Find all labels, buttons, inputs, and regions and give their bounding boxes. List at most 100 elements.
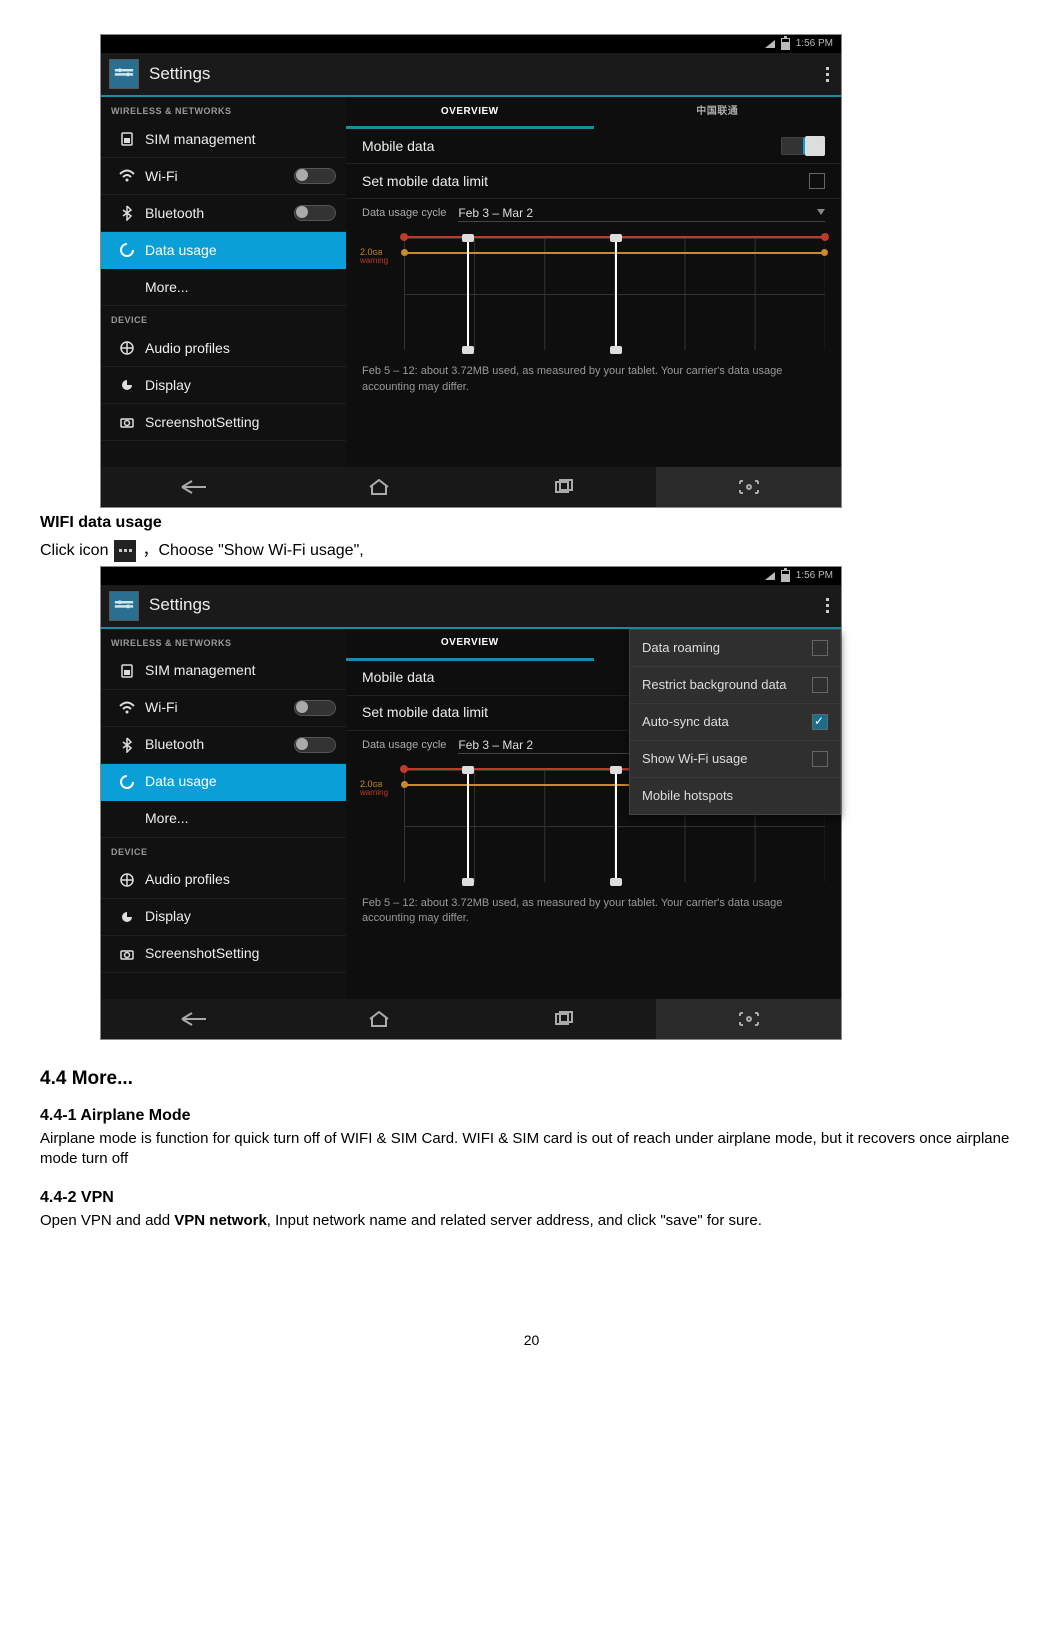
menu-auto-sync[interactable]: Auto-sync data — [630, 704, 840, 741]
bluetooth-toggle[interactable] — [294, 737, 336, 753]
settings-sidebar: WIRELESS & NETWORKS SIM management Wi-Fi… — [101, 629, 346, 999]
app-header: Settings — [101, 53, 841, 97]
para-vpn: Open VPN and add VPN network, Input netw… — [40, 1211, 1023, 1231]
sim-icon — [115, 131, 139, 147]
data-usage-icon — [115, 774, 139, 790]
overflow-menu-icon[interactable] — [822, 592, 833, 619]
sidebar-item-bluetooth[interactable]: Bluetooth — [101, 195, 346, 232]
screenshot-data-usage: 1:56 PM Settings WIRELESS & NETWORKS SIM… — [100, 34, 842, 508]
page-number: 20 — [40, 1331, 1023, 1350]
show-wifi-checkbox[interactable] — [812, 751, 828, 767]
tab-carrier[interactable]: 中国联通 — [594, 97, 842, 129]
chevron-down-icon — [817, 209, 825, 215]
status-time: 1:56 PM — [796, 37, 833, 51]
nav-home[interactable] — [286, 999, 471, 1039]
sidebar-item-more[interactable]: More... — [101, 269, 346, 306]
tab-overview[interactable]: OVERVIEW — [346, 629, 594, 661]
settings-app-icon — [109, 591, 139, 621]
content-pane: OVERVIEW Mobile data Set mobile data lim… — [346, 629, 841, 999]
nav-recent[interactable] — [471, 999, 656, 1039]
status-time: 1:56 PM — [796, 569, 833, 583]
sidebar-item-sim[interactable]: SIM management — [101, 121, 346, 158]
camera-icon — [115, 414, 139, 430]
app-header: Settings — [101, 585, 841, 629]
heading-wifi-data-usage: WIFI data usage — [40, 512, 1023, 534]
usage-caption: Feb 5 – 12: about 3.72MB used, as measur… — [346, 890, 841, 937]
settings-app-icon — [109, 59, 139, 89]
option-mobile-data[interactable]: Mobile data — [346, 129, 841, 164]
settings-sidebar: WIRELESS & NETWORKS SIM management Wi-Fi… — [101, 97, 346, 467]
signal-icon — [765, 572, 775, 580]
status-bar: 1:56 PM — [101, 35, 841, 53]
chart-handle-right[interactable] — [615, 770, 617, 882]
sidebar-item-data-usage[interactable]: Data usage — [101, 764, 346, 801]
audio-icon — [115, 872, 139, 888]
wifi-toggle[interactable] — [294, 700, 336, 716]
sidebar-item-sim[interactable]: SIM management — [101, 653, 346, 690]
overflow-menu-popup: Data roaming Restrict background data Au… — [629, 629, 841, 815]
chart-handle-right[interactable] — [615, 238, 617, 350]
section-device-header: DEVICE — [101, 306, 346, 330]
usage-caption: Feb 5 – 12: about 3.72MB used, as measur… — [346, 358, 841, 405]
heading-4-4-1: 4.4-1 Airplane Mode — [40, 1105, 1023, 1127]
nav-home[interactable] — [286, 467, 471, 507]
wifi-toggle[interactable] — [294, 168, 336, 184]
app-title: Settings — [149, 63, 822, 86]
tab-overview[interactable]: OVERVIEW — [346, 97, 594, 129]
heading-4-4-more: 4.4 More... — [40, 1066, 1023, 1092]
chart-handle-left[interactable] — [467, 770, 469, 882]
sidebar-item-bluetooth[interactable]: Bluetooth — [101, 727, 346, 764]
audio-icon — [115, 340, 139, 356]
click-icon-instruction: Click icon ，Choose "Show Wi-Fi usage", — [40, 540, 1023, 562]
sidebar-item-wifi[interactable]: Wi-Fi — [101, 158, 346, 195]
nav-back[interactable] — [101, 467, 286, 507]
wifi-icon — [115, 700, 139, 716]
restrict-bg-checkbox[interactable] — [812, 677, 828, 693]
chart-handle-left[interactable] — [467, 238, 469, 350]
auto-sync-checkbox[interactable] — [812, 714, 828, 730]
sidebar-item-screenshot[interactable]: ScreenshotSetting — [101, 936, 346, 973]
data-usage-icon — [115, 242, 139, 258]
data-roaming-checkbox[interactable] — [812, 640, 828, 656]
option-set-limit[interactable]: Set mobile data limit — [346, 164, 841, 199]
overflow-menu-icon[interactable] — [822, 61, 833, 88]
sidebar-item-screenshot[interactable]: ScreenshotSetting — [101, 404, 346, 441]
mobile-data-toggle[interactable] — [781, 137, 825, 155]
heading-4-4-2: 4.4-2 VPN — [40, 1187, 1023, 1209]
menu-restrict-background[interactable]: Restrict background data — [630, 667, 840, 704]
nav-recent[interactable] — [471, 467, 656, 507]
menu-show-wifi-usage[interactable]: Show Wi-Fi usage — [630, 741, 840, 778]
sidebar-item-display[interactable]: Display — [101, 367, 346, 404]
sidebar-item-audio[interactable]: Audio profiles — [101, 330, 346, 367]
para-airplane-mode: Airplane mode is function for quick turn… — [40, 1129, 1023, 1170]
nav-screenshot[interactable] — [656, 999, 841, 1039]
menu-data-roaming[interactable]: Data roaming — [630, 630, 840, 667]
content-pane: OVERVIEW 中国联通 Mobile data Set mobile dat… — [346, 97, 841, 467]
battery-icon — [781, 570, 790, 582]
sidebar-item-data-usage[interactable]: Data usage — [101, 232, 346, 269]
sidebar-item-more[interactable]: More... — [101, 801, 346, 838]
menu-mobile-hotspots[interactable]: Mobile hotspots — [630, 778, 840, 814]
battery-icon — [781, 38, 790, 50]
nav-bar — [101, 467, 841, 507]
status-bar: 1:56 PM — [101, 567, 841, 585]
sidebar-item-wifi[interactable]: Wi-Fi — [101, 690, 346, 727]
sidebar-item-display[interactable]: Display — [101, 899, 346, 936]
section-wireless-header: WIRELESS & NETWORKS — [101, 97, 346, 121]
app-title: Settings — [149, 594, 822, 617]
bluetooth-icon — [115, 205, 139, 221]
nav-bar — [101, 999, 841, 1039]
set-limit-checkbox[interactable] — [809, 173, 825, 189]
bluetooth-toggle[interactable] — [294, 205, 336, 221]
signal-icon — [765, 40, 775, 48]
data-usage-chart[interactable]: 2.0GB warning — [404, 236, 825, 350]
nav-screenshot[interactable] — [656, 467, 841, 507]
wifi-icon — [115, 168, 139, 184]
display-icon — [115, 377, 139, 393]
data-cycle-row[interactable]: Data usage cycle Feb 3 – Mar 2 — [346, 199, 841, 232]
camera-icon — [115, 946, 139, 962]
sim-icon — [115, 663, 139, 679]
sidebar-item-audio[interactable]: Audio profiles — [101, 862, 346, 899]
display-icon — [115, 909, 139, 925]
nav-back[interactable] — [101, 999, 286, 1039]
